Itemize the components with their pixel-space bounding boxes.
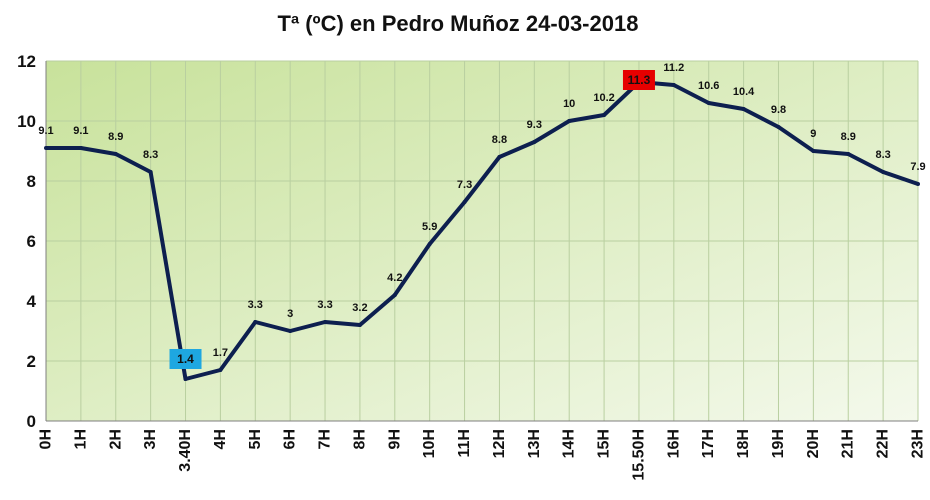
data-label: 10.2 bbox=[593, 92, 614, 104]
data-point bbox=[602, 113, 607, 117]
data-label: 3.3 bbox=[248, 299, 263, 311]
x-tick-label: 0H bbox=[38, 429, 55, 449]
x-tick-label: 15H bbox=[596, 429, 613, 458]
x-axis-ticks: 0H 1H 2H 3H 3.40H 4H 5H 6H 7H 8H 9H 10H 11H 12H 13H 14H… bbox=[38, 429, 927, 481]
data-points bbox=[44, 80, 920, 381]
data-label: 10.4 bbox=[733, 86, 755, 98]
data-point bbox=[497, 155, 502, 159]
y-tick-label: 6 bbox=[27, 232, 36, 251]
x-tick-label: 23H bbox=[910, 429, 927, 458]
data-label: 10 bbox=[563, 98, 575, 110]
data-point bbox=[567, 119, 572, 123]
data-label: 9.8 bbox=[771, 104, 786, 116]
y-tick-label: 0 bbox=[27, 412, 36, 431]
min-value-label: 1.4 bbox=[177, 352, 194, 366]
data-point bbox=[357, 323, 362, 327]
x-tick-label: 18H bbox=[735, 429, 752, 458]
data-label: 8.9 bbox=[108, 131, 123, 143]
data-point bbox=[776, 125, 781, 129]
x-tick-label: 1H bbox=[72, 429, 89, 449]
x-tick-label: 10H bbox=[421, 429, 438, 458]
data-label: 3.2 bbox=[352, 302, 367, 314]
x-tick-label: 16H bbox=[665, 429, 682, 458]
x-tick-label: 19H bbox=[770, 429, 787, 458]
data-point bbox=[462, 200, 467, 204]
data-label: 5.9 bbox=[422, 221, 437, 233]
x-tick-label: 8H bbox=[351, 429, 368, 449]
data-point bbox=[253, 320, 258, 324]
x-tick-label: 2H bbox=[107, 429, 124, 449]
data-labels: 9.1 9.1 8.9 8.3 1.4 1.7 3.3 3 3.3 3.2 4.2 5.9 7.3 8.8… bbox=[38, 62, 926, 369]
max-highlight-box bbox=[622, 70, 655, 90]
data-point bbox=[811, 149, 816, 153]
data-point bbox=[532, 140, 537, 144]
data-label: 10.6 bbox=[698, 80, 719, 92]
data-label: 3 bbox=[287, 308, 293, 320]
data-label: 7.9 bbox=[910, 161, 925, 173]
data-point bbox=[846, 152, 851, 156]
data-point bbox=[183, 377, 188, 381]
x-tick-label: 3.40H bbox=[177, 429, 194, 472]
series-line bbox=[46, 80, 919, 381]
x-tick-label: 11H bbox=[456, 429, 473, 457]
data-label: 8.3 bbox=[143, 149, 158, 161]
data-label: 4.2 bbox=[387, 272, 402, 284]
data-point bbox=[44, 146, 48, 150]
data-label: 9.3 bbox=[527, 119, 542, 131]
max-value-label: 11.3 bbox=[628, 73, 651, 87]
x-tick-label: 17H bbox=[700, 429, 717, 458]
data-point bbox=[218, 368, 223, 372]
data-point bbox=[427, 242, 432, 246]
x-tick-label: 22H bbox=[875, 429, 892, 458]
data-point bbox=[78, 146, 83, 150]
x-tick-label: 20H bbox=[805, 429, 822, 458]
y-tick-label: 2 bbox=[27, 352, 36, 371]
x-tick-label: 21H bbox=[840, 429, 857, 458]
data-point bbox=[706, 101, 711, 105]
data-point bbox=[741, 107, 746, 111]
min-highlight-box bbox=[169, 349, 202, 369]
data-label: 9.1 bbox=[73, 125, 88, 137]
y-tick-label: 8 bbox=[27, 172, 36, 191]
x-tick-label: 7H bbox=[317, 429, 334, 449]
x-tick-label: 13H bbox=[526, 429, 543, 458]
y-tick-label: 12 bbox=[17, 52, 36, 71]
data-label: 8.3 bbox=[875, 149, 890, 161]
x-tick-label: 5H bbox=[247, 429, 264, 449]
data-label: 3.3 bbox=[317, 299, 332, 311]
y-axis-ticks: 0 2 4 6 8 10 12 bbox=[17, 52, 36, 431]
data-point bbox=[113, 152, 118, 156]
data-label: 11.2 bbox=[663, 62, 684, 74]
data-label: 8.9 bbox=[841, 131, 856, 143]
x-tick-label: 6H bbox=[282, 429, 299, 449]
x-tick-label: 3H bbox=[142, 429, 159, 449]
x-tick-label: 14H bbox=[561, 429, 578, 458]
chart-title: Tª (ºC) en Pedro Muñoz 24-03-2018 bbox=[278, 11, 639, 36]
data-point bbox=[916, 182, 920, 186]
data-label: 7.3 bbox=[457, 179, 472, 191]
data-label: 9.1 bbox=[38, 125, 53, 137]
x-tick-label: 9H bbox=[386, 429, 403, 449]
x-tick-label: 15.50H bbox=[630, 429, 647, 481]
data-point bbox=[148, 170, 153, 174]
data-label: 9 bbox=[810, 128, 816, 140]
data-point bbox=[288, 329, 293, 333]
data-label: 1.7 bbox=[213, 347, 228, 359]
x-tick-label: 12H bbox=[491, 429, 508, 458]
y-tick-label: 10 bbox=[17, 112, 36, 131]
data-label: 8.8 bbox=[492, 134, 507, 146]
data-point bbox=[323, 320, 328, 324]
x-tick-label: 4H bbox=[212, 429, 229, 449]
y-tick-label: 4 bbox=[27, 292, 37, 311]
data-point bbox=[392, 293, 397, 297]
axes bbox=[45, 61, 918, 422]
data-point bbox=[881, 170, 886, 174]
data-point bbox=[671, 83, 676, 87]
